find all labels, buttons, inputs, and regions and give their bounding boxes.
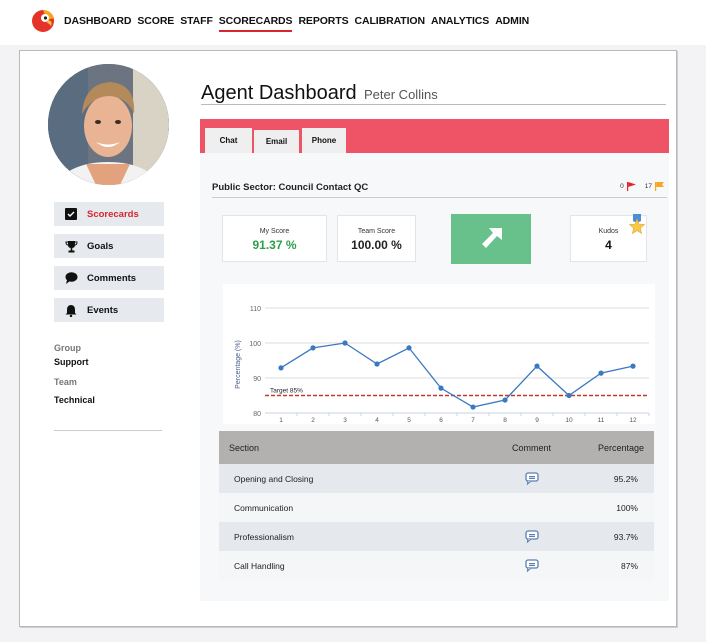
tab-chat[interactable]: Chat [205, 128, 252, 153]
team-value: Technical [54, 395, 95, 405]
bell-icon [64, 303, 78, 317]
sidebar-item-label: Comments [87, 272, 137, 284]
section-scores-table: Section Comment Percentage Opening and C… [219, 431, 654, 580]
nav-admin[interactable]: ADMIN [495, 15, 530, 27]
comment-icon[interactable] [524, 559, 539, 572]
section-name: Opening and Closing [234, 473, 314, 484]
svg-text:80: 80 [253, 411, 261, 418]
nav-score[interactable]: SCORE [137, 15, 175, 27]
my-score-label: My Score [259, 228, 290, 235]
team-score-card: Team Score 100.00 % [337, 215, 416, 262]
title-divider [201, 104, 666, 105]
header-section: Section [229, 442, 260, 453]
sidebar-divider [54, 430, 162, 431]
section-percentage: 93.7% [613, 531, 638, 542]
avatar-photo [48, 64, 169, 185]
svg-text:100: 100 [249, 341, 261, 348]
svg-text:5: 5 [407, 417, 411, 424]
svg-text:4: 4 [375, 417, 379, 424]
speech-bubble-icon [64, 271, 78, 285]
section-name: Call Handling [234, 560, 285, 571]
group-label: Group [54, 343, 81, 353]
nav-calibration[interactable]: CALIBRATION [354, 15, 426, 27]
svg-text:90: 90 [253, 376, 261, 383]
agent-meta: Group Support Team Technical [54, 343, 95, 405]
score-trend-chart: 80 90 100 110 1 2 3 4 5 6 7 8 9 10 11 12 Percentage (%) T… [223, 284, 655, 424]
agent-name: Peter Collins [364, 87, 438, 102]
table-row[interactable]: Call Handling 87% [219, 551, 654, 580]
my-score-card: My Score 91.37 % [222, 215, 327, 262]
orange-flag-count: 17 [644, 183, 652, 190]
scorecard-title: Public Sector: Council Contact QC [212, 182, 369, 193]
svg-text:Percentage (%): Percentage (%) [235, 340, 242, 389]
orange-flag-icon[interactable] [655, 182, 664, 191]
group-value: Support [54, 357, 89, 367]
svg-text:Target 85%: Target 85% [270, 388, 303, 395]
table-row[interactable]: Professionalism 93.7% [219, 522, 654, 551]
kudos-value: 4 [605, 238, 612, 252]
checkbox-icon [64, 207, 78, 221]
my-score-value: 91.37 % [252, 238, 297, 252]
table-row[interactable]: Communication 100% [219, 493, 654, 522]
section-percentage: 95.2% [613, 473, 638, 484]
parrot-logo-icon[interactable] [31, 8, 56, 33]
trend-up-button[interactable] [451, 214, 531, 264]
page-title: Agent Dashboard [201, 82, 357, 104]
svg-text:11: 11 [598, 417, 605, 424]
svg-text:9: 9 [535, 417, 539, 424]
section-percentage: 100% [616, 502, 638, 513]
tab-phone[interactable]: Phone [302, 128, 346, 153]
svg-text:12: 12 [629, 417, 637, 424]
nav-scorecards[interactable]: SCORECARDS [218, 15, 293, 32]
header-comment: Comment [511, 442, 551, 453]
red-flag-icon[interactable] [626, 182, 636, 191]
sidebar-item-label: Events [87, 304, 119, 316]
red-flag-count: 0 [620, 183, 624, 190]
header-percentage: Percentage [597, 442, 644, 453]
team-label: Team [54, 377, 77, 387]
svg-text:7: 7 [471, 417, 475, 424]
team-score-value: 100.00 % [351, 238, 402, 252]
trophy-icon [64, 239, 78, 253]
svg-text:3: 3 [343, 417, 347, 424]
sidebar-item-goals[interactable]: Goals [54, 234, 164, 258]
sidebar-item-scorecards[interactable]: Scorecards [54, 202, 164, 226]
team-score-label: Team Score [357, 228, 396, 235]
section-name: Professionalism [234, 531, 294, 542]
svg-text:8: 8 [503, 417, 507, 424]
kudos-label: Kudos [598, 228, 619, 235]
svg-text:2: 2 [311, 417, 315, 424]
channel-tab-bar: Chat Email Phone [200, 119, 669, 153]
top-navigation: DASHBOARD SCORE STAFF SCORECARDS REPORTS… [0, 0, 706, 45]
section-percentage: 87% [620, 560, 638, 571]
nav-staff[interactable]: STAFF [180, 15, 213, 27]
kudos-card: Kudos 4 [570, 214, 647, 262]
scorecard-title-divider [212, 197, 667, 198]
flag-counts: 0 17 [620, 182, 664, 191]
section-name: Communication [234, 502, 294, 513]
comment-icon[interactable] [524, 530, 539, 543]
nav-analytics[interactable]: ANALYTICS [430, 15, 490, 27]
sidebar-item-comments[interactable]: Comments [54, 266, 164, 290]
svg-text:6: 6 [439, 417, 443, 424]
avatar [48, 64, 169, 185]
star-badge-icon [629, 214, 645, 234]
svg-text:1: 1 [279, 417, 283, 424]
nav-menu: DASHBOARD SCORE STAFF SCORECARDS REPORTS… [64, 15, 535, 32]
svg-text:10: 10 [565, 417, 573, 424]
sidebar-item-events[interactable]: Events [54, 298, 164, 322]
nav-dashboard[interactable]: DASHBOARD [64, 15, 132, 27]
sidebar-menu: Scorecards Goals Comments Events [54, 202, 164, 330]
comment-icon[interactable] [524, 472, 539, 485]
arrow-up-right-icon [482, 228, 502, 248]
svg-text:110: 110 [250, 306, 261, 313]
nav-reports[interactable]: REPORTS [298, 15, 349, 27]
table-row[interactable]: Opening and Closing 95.2% [219, 464, 654, 493]
tab-email[interactable]: Email [254, 130, 299, 153]
sidebar-item-label: Goals [87, 240, 114, 252]
sidebar-item-label: Scorecards [87, 208, 139, 220]
table-header: Section Comment Percentage [219, 431, 654, 464]
